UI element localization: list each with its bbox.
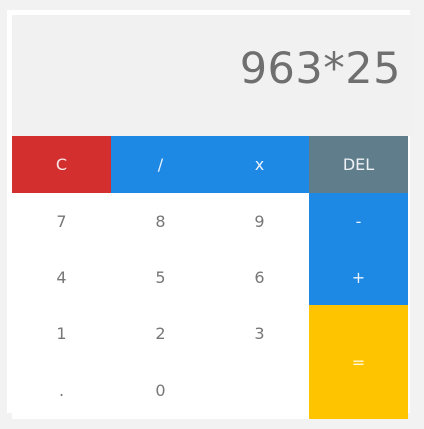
equals-button[interactable]: = — [309, 305, 408, 419]
delete-button[interactable]: DEL — [309, 136, 408, 193]
digit-4-button[interactable]: 4 — [12, 249, 111, 305]
calculator: 963*25 C / x DEL 7 8 9 - 4 5 6 + 1 2 3 =… — [7, 10, 415, 419]
empty-keypad-cell — [210, 361, 309, 419]
digit-6-button[interactable]: 6 — [210, 249, 309, 305]
digit-3-button[interactable]: 3 — [210, 305, 309, 361]
clear-button[interactable]: C — [12, 136, 111, 193]
keypad: C / x DEL 7 8 9 - 4 5 6 + 1 2 3 = . 0 — [12, 136, 408, 419]
display-value: 963*25 — [239, 43, 401, 94]
decimal-button[interactable]: . — [12, 361, 111, 419]
digit-1-button[interactable]: 1 — [12, 305, 111, 361]
display-panel: 963*25 — [12, 15, 415, 136]
plus-button[interactable]: + — [309, 249, 408, 305]
digit-8-button[interactable]: 8 — [111, 193, 210, 249]
digit-7-button[interactable]: 7 — [12, 193, 111, 249]
digit-9-button[interactable]: 9 — [210, 193, 309, 249]
digit-0-button[interactable]: 0 — [111, 361, 210, 419]
divide-button[interactable]: / — [111, 136, 210, 193]
minus-button[interactable]: - — [309, 193, 408, 249]
multiply-button[interactable]: x — [210, 136, 309, 193]
digit-2-button[interactable]: 2 — [111, 305, 210, 361]
digit-5-button[interactable]: 5 — [111, 249, 210, 305]
